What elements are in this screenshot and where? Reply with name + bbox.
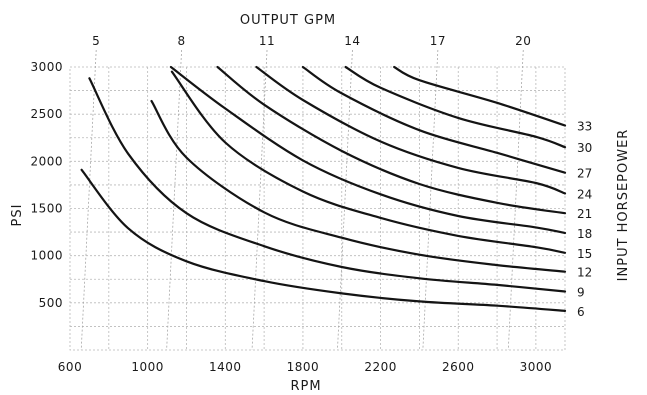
- hp-curve-24: [255, 65, 567, 195]
- top-tick-label: 8: [178, 34, 186, 48]
- hp-curve-label: 18: [577, 227, 592, 241]
- y-tick-label: 1500: [30, 202, 63, 216]
- hp-curve-label: 33: [577, 119, 592, 133]
- hp-curve-27: [301, 65, 567, 174]
- hp-curve-18: [169, 65, 567, 235]
- top-tick-label: 17: [430, 34, 446, 48]
- x-axis-title: RPM: [290, 379, 321, 394]
- hp-curve-21: [216, 65, 567, 215]
- right-axis-title: INPUT HORSEPOWER: [616, 129, 631, 282]
- x-tick-label: 1800: [287, 360, 320, 374]
- hp-curve-label: 15: [577, 247, 592, 261]
- hp-curve-label: 12: [577, 266, 592, 280]
- gpm-guide-line: [507, 49, 524, 351]
- hp-curve-9: [88, 77, 567, 293]
- top-tick-label: 11: [259, 34, 275, 48]
- hp-curve-30: [344, 65, 567, 149]
- x-tick-label: 1000: [131, 360, 164, 374]
- y-tick-label: 2500: [30, 107, 63, 121]
- hp-curve-label: 9: [577, 286, 585, 300]
- x-tick-label: 1400: [209, 360, 242, 374]
- hp-curve-33: [393, 65, 567, 127]
- hp-curve-12: [150, 99, 567, 273]
- gpm-guide-line: [80, 49, 97, 351]
- x-tick-label: 2600: [442, 360, 475, 374]
- gpm-guide-line: [422, 49, 439, 351]
- hp-curve-15: [170, 70, 567, 254]
- gpm-guide-line: [251, 49, 268, 351]
- hp-curve-label: 27: [577, 167, 592, 181]
- hp-curve-6: [80, 168, 567, 312]
- hp-curve-label: 6: [577, 305, 585, 319]
- x-tick-label: 600: [58, 360, 82, 374]
- y-tick-label: 500: [39, 296, 63, 310]
- hp-curve-label: 30: [577, 141, 592, 155]
- horsepower-curves: [80, 65, 567, 312]
- top-axis-title: OUTPUT GPM: [240, 13, 336, 28]
- plot-frame: [69, 66, 566, 351]
- top-tick-label: 20: [515, 34, 531, 48]
- hp-curve-label: 21: [577, 207, 592, 221]
- top-tick-label: 14: [344, 34, 360, 48]
- y-tick-label: 1000: [30, 249, 63, 263]
- tick-labels: 600 1000 1400 1800 2200 2600 3000 500 1000 1500 20…: [30, 34, 592, 374]
- y-tick-label: 2000: [30, 154, 63, 168]
- y-tick-label: 3000: [30, 60, 63, 74]
- y-axis-title: PSI: [10, 204, 25, 227]
- top-tick-label: 5: [92, 34, 100, 48]
- x-tick-label: 3000: [520, 360, 553, 374]
- hp-curve-label: 24: [577, 187, 592, 201]
- x-tick-label: 2200: [364, 360, 397, 374]
